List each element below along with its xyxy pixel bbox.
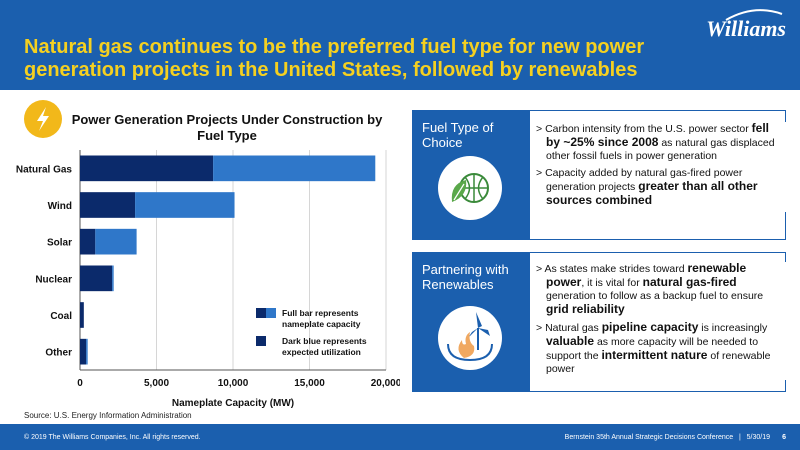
panel-fuel-type-body: > Carbon intensity from the U.S. power s…: [530, 122, 786, 212]
bar-chart: 0 5,000 10,000 15,000 20,000 Natural Gas Wind S…: [16, 150, 400, 408]
x-axis-label: Nameplate Capacity (MW): [172, 398, 294, 408]
y-category-label: Coal: [50, 311, 72, 322]
x-tick-label: 15,000: [294, 378, 325, 389]
page-number: 6: [782, 434, 786, 441]
y-category-label: Solar: [47, 238, 72, 249]
legend-dark: Dark blue represents expected utilizatio…: [256, 336, 374, 358]
leaf-globe-icon: [438, 156, 502, 220]
chart-title: Power Generation Projects Under Construc…: [71, 112, 383, 143]
legend-swatch-light: [266, 308, 276, 318]
chart-legend: Full bar represents nameplate capacity D…: [256, 308, 374, 364]
panel-renewables-body: > As states make strides toward renewabl…: [530, 262, 786, 380]
footer-copyright: © 2019 The Williams Companies, Inc. All …: [24, 434, 201, 441]
bar-solar-utilization: [80, 228, 96, 255]
bar-wind-remaining: [135, 192, 235, 218]
y-category-label: Wind: [48, 201, 72, 212]
legend-swatch-utilization: [256, 336, 266, 346]
y-category-label: Natural Gas: [16, 164, 73, 175]
bar-coal-utilization: [80, 302, 84, 328]
bar-other-remaining: [86, 338, 88, 365]
bar-solar-remaining: [95, 228, 137, 255]
wind-turbine-flame-icon: [438, 306, 502, 370]
bar-wind-utilization: [80, 192, 136, 218]
lightning-bolt-icon: [24, 100, 62, 138]
x-tick-label: 5,000: [144, 378, 169, 389]
panel-renewables-title: Partnering with Renewables: [422, 262, 509, 292]
bar-natural-gas-utilization: [80, 155, 214, 182]
footer-bar: © 2019 The Williams Companies, Inc. All …: [0, 424, 800, 450]
x-tick-label: 20,000: [371, 378, 400, 389]
footer-event: Bernstein 35th Annual Strategic Decision…: [564, 434, 770, 441]
bar-nuclear-utilization: [80, 265, 113, 292]
bar-other-utilization: [80, 338, 87, 365]
y-category-label: Other: [45, 348, 72, 359]
panel-fuel-type-title: Fuel Type of Choice: [422, 120, 494, 150]
legend-full: Full bar represents nameplate capacity: [256, 308, 374, 330]
bar-nuclear-remaining: [112, 265, 114, 292]
y-category-label: Nuclear: [35, 274, 72, 285]
bullet-capacity: > Capacity added by natural gas-fired po…: [536, 167, 758, 207]
bullet-carbon: > Carbon intensity from the U.S. power s…: [536, 121, 775, 163]
legend-dark-label: Dark blue represents expected utilizatio…: [282, 336, 367, 357]
source-note: Source: U.S. Energy Information Administ…: [24, 411, 192, 420]
logo-swoosh-icon: [725, 9, 783, 21]
header-bar: Natural gas continues to be the preferre…: [0, 0, 800, 90]
bullet-pipeline: > Natural gas pipeline capacity is incre…: [536, 320, 771, 376]
williams-logo: Williams: [706, 16, 786, 41]
slide-title: Natural gas continues to be the preferre…: [24, 36, 645, 81]
bullet-grid: > As states make strides toward renewabl…: [536, 261, 764, 316]
x-tick-label: 0: [77, 378, 83, 389]
legend-full-label: Full bar represents nameplate capacity: [282, 308, 361, 329]
bar-natural-gas-remaining: [213, 155, 376, 182]
legend-swatch-dark: [256, 308, 266, 318]
x-tick-label: 10,000: [218, 378, 249, 389]
